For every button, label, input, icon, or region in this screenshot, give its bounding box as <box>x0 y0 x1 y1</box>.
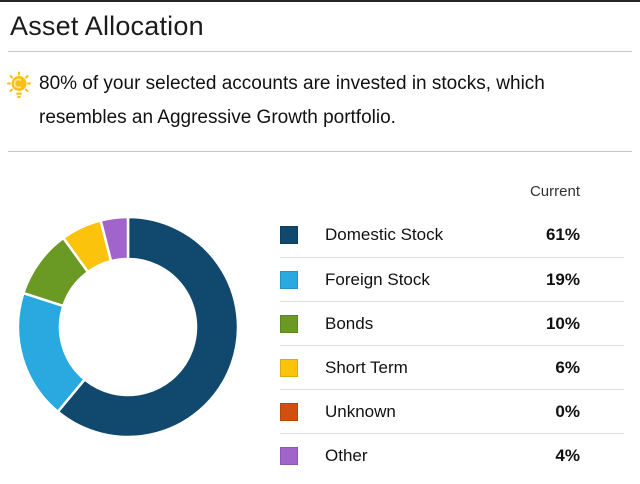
donut-slice-other[interactable] <box>99 215 130 263</box>
legend-value: 61% <box>545 225 580 244</box>
legend-label: Foreign Stock <box>325 269 430 289</box>
domestic-stock-swatch <box>280 226 298 244</box>
current-column-header: Current <box>529 183 580 200</box>
legend-value: 6% <box>555 357 580 377</box>
chart-and-legend: Current Domestic Stock 61% Foreign Stock… <box>0 152 640 477</box>
other-swatch <box>280 446 298 465</box>
legend-label: Other <box>325 445 368 465</box>
short-term-swatch <box>280 358 298 377</box>
legend-row-unknown: Unknown 0% <box>280 389 624 433</box>
insight-banner: 80% of your selected accounts are invest… <box>0 52 640 135</box>
legend-rows: Domestic Stock 61% Foreign Stock 19% Bon… <box>280 213 624 477</box>
legend-label: Domestic Stock <box>325 225 444 244</box>
legend-value: 10% <box>545 313 580 333</box>
legend-label: Short Term <box>325 357 408 377</box>
unknown-swatch <box>280 402 298 421</box>
legend-label: Unknown <box>325 401 396 421</box>
legend-row-domestic-stock: Domestic Stock 61% <box>280 213 624 257</box>
asset-allocation-donut-chart <box>16 215 240 439</box>
donut-slice-domestic-stock[interactable] <box>56 215 240 439</box>
page-title: Asset Allocation <box>10 11 204 41</box>
legend-row-foreign-stock: Foreign Stock 19% <box>280 257 624 301</box>
foreign-stock-swatch <box>280 270 298 289</box>
allocation-legend: Current Domestic Stock 61% Foreign Stock… <box>280 152 624 477</box>
legend-row-short-term: Short Term 6% <box>280 345 624 389</box>
legend-value: 0% <box>555 401 580 421</box>
legend-row-bonds: Bonds 10% <box>280 301 624 345</box>
lightbulb-icon <box>5 71 33 106</box>
insight-divider <box>8 151 632 152</box>
legend-label: Bonds <box>325 313 374 333</box>
title-divider <box>8 51 632 52</box>
legend-value: 19% <box>545 269 580 289</box>
insight-text: 80% of your selected accounts are invest… <box>39 73 545 128</box>
legend-row-other: Other 4% <box>280 433 624 477</box>
donut-chart-container <box>8 207 248 452</box>
legend-value: 4% <box>555 445 580 465</box>
bonds-swatch <box>280 314 298 333</box>
